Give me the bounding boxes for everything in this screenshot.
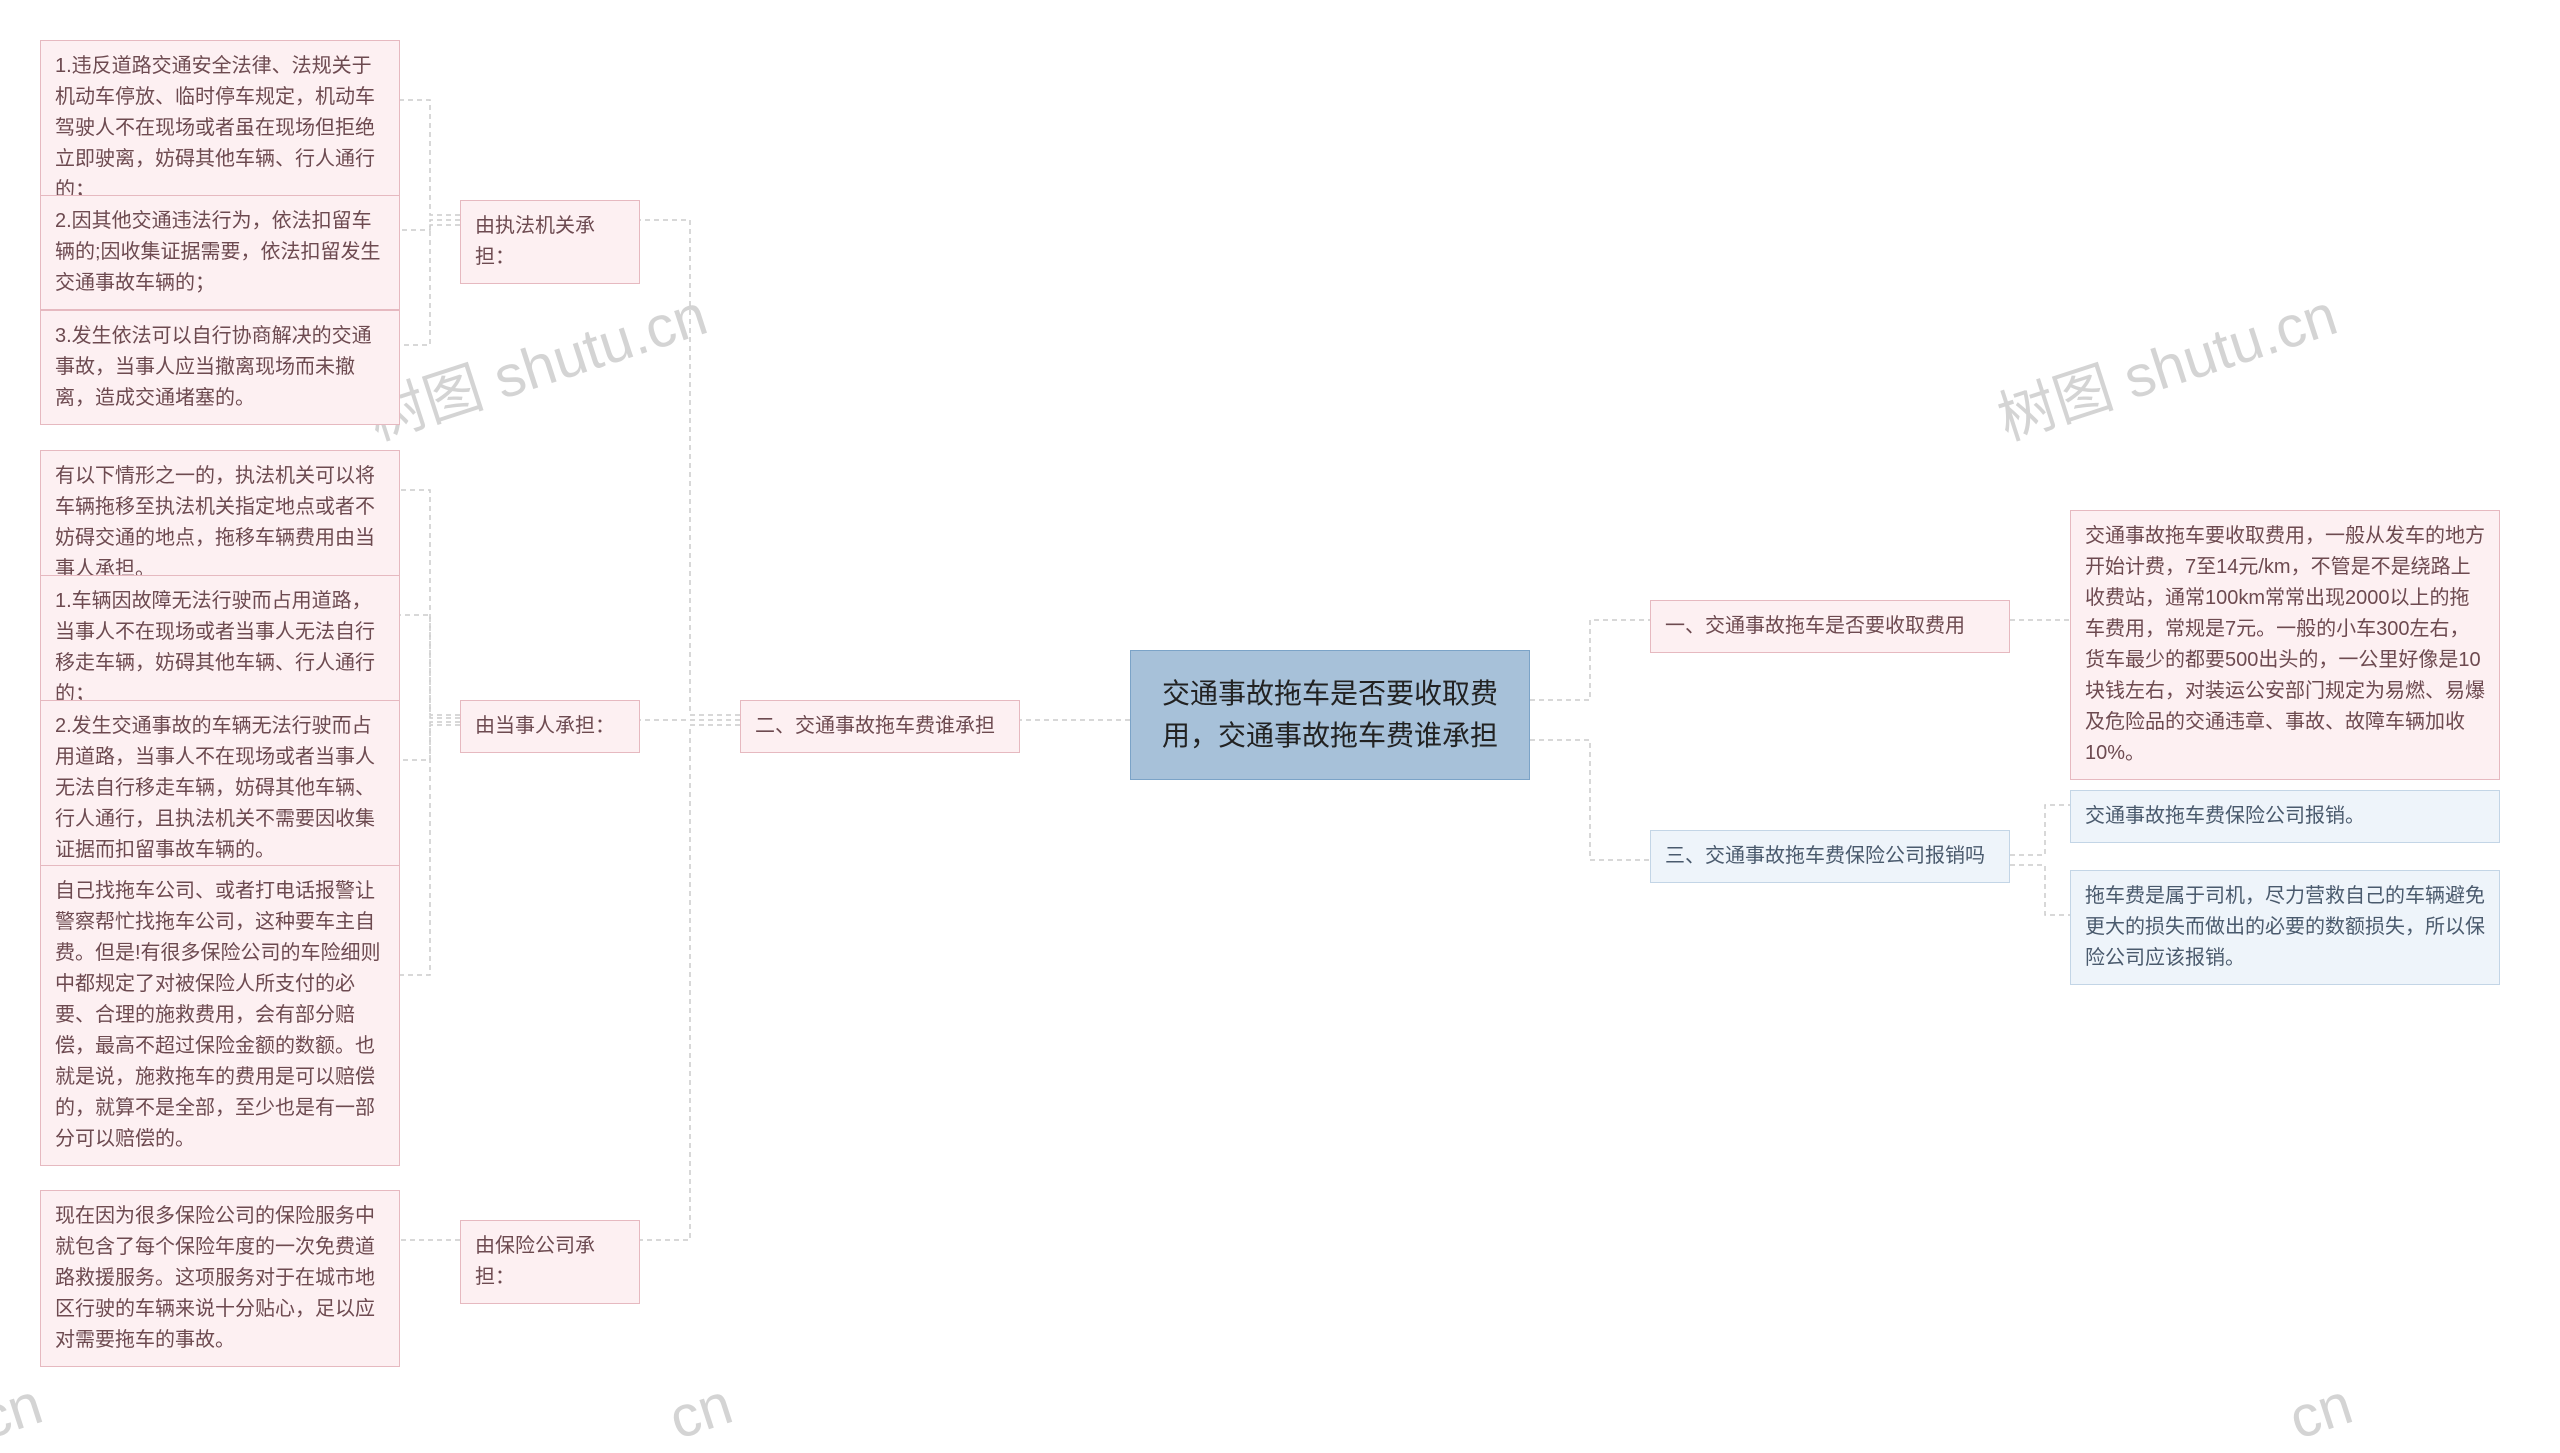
watermark: 树图 shutu.cn	[1986, 268, 2346, 456]
mid-law: 由执法机关承担：	[460, 200, 640, 284]
leaf-law-1: 1.违反道路交通安全法律、法规关于机动车停放、临时停车规定，机动车驾驶人不在现场…	[40, 40, 400, 217]
mid-party: 由当事人承担：	[460, 700, 640, 753]
leaf-r2-2: 拖车费是属于司机，尽力营救自己的车辆避免更大的损失而做出的必要的数额损失，所以保…	[2070, 870, 2500, 985]
leaf-law-2: 2.因其他交通违法行为，依法扣留车辆的;因收集证据需要，依法扣留发生交通事故车辆…	[40, 195, 400, 310]
leaf-r1-1: 交通事故拖车要收取费用，一般从发车的地方开始计费，7至14元/km，不管是不是绕…	[2070, 510, 2500, 780]
leaf-r2-1: 交通事故拖车费保险公司报销。	[2070, 790, 2500, 843]
watermark: 树图 shutu.cn	[356, 268, 716, 456]
leaf-party-3: 2.发生交通事故的车辆无法行驶而占用道路，当事人不在现场或者当事人无法自行移走车…	[40, 700, 400, 877]
mindmap-canvas: 树图 shutu.cn 树图 shutu.cn cn cn cn	[0, 0, 2560, 1422]
watermark: cn	[2281, 1370, 2360, 1453]
watermark: cn	[0, 1370, 50, 1453]
branch-2: 二、交通事故拖车费谁承担	[740, 700, 1020, 753]
leaf-party-4: 自己找拖车公司、或者打电话报警让警察帮忙找拖车公司，这种要车主自费。但是!有很多…	[40, 865, 400, 1166]
mid-insurance: 由保险公司承担：	[460, 1220, 640, 1304]
watermark: cn	[661, 1370, 740, 1453]
leaf-ins-1: 现在因为很多保险公司的保险服务中就包含了每个保险年度的一次免费道路救援服务。这项…	[40, 1190, 400, 1367]
branch-3: 三、交通事故拖车费保险公司报销吗	[1650, 830, 2010, 883]
root-node: 交通事故拖车是否要收取费用，交通事故拖车费谁承担	[1130, 650, 1530, 780]
leaf-law-3: 3.发生依法可以自行协商解决的交通事故，当事人应当撤离现场而未撤离，造成交通堵塞…	[40, 310, 400, 425]
branch-1: 一、交通事故拖车是否要收取费用	[1650, 600, 2010, 653]
